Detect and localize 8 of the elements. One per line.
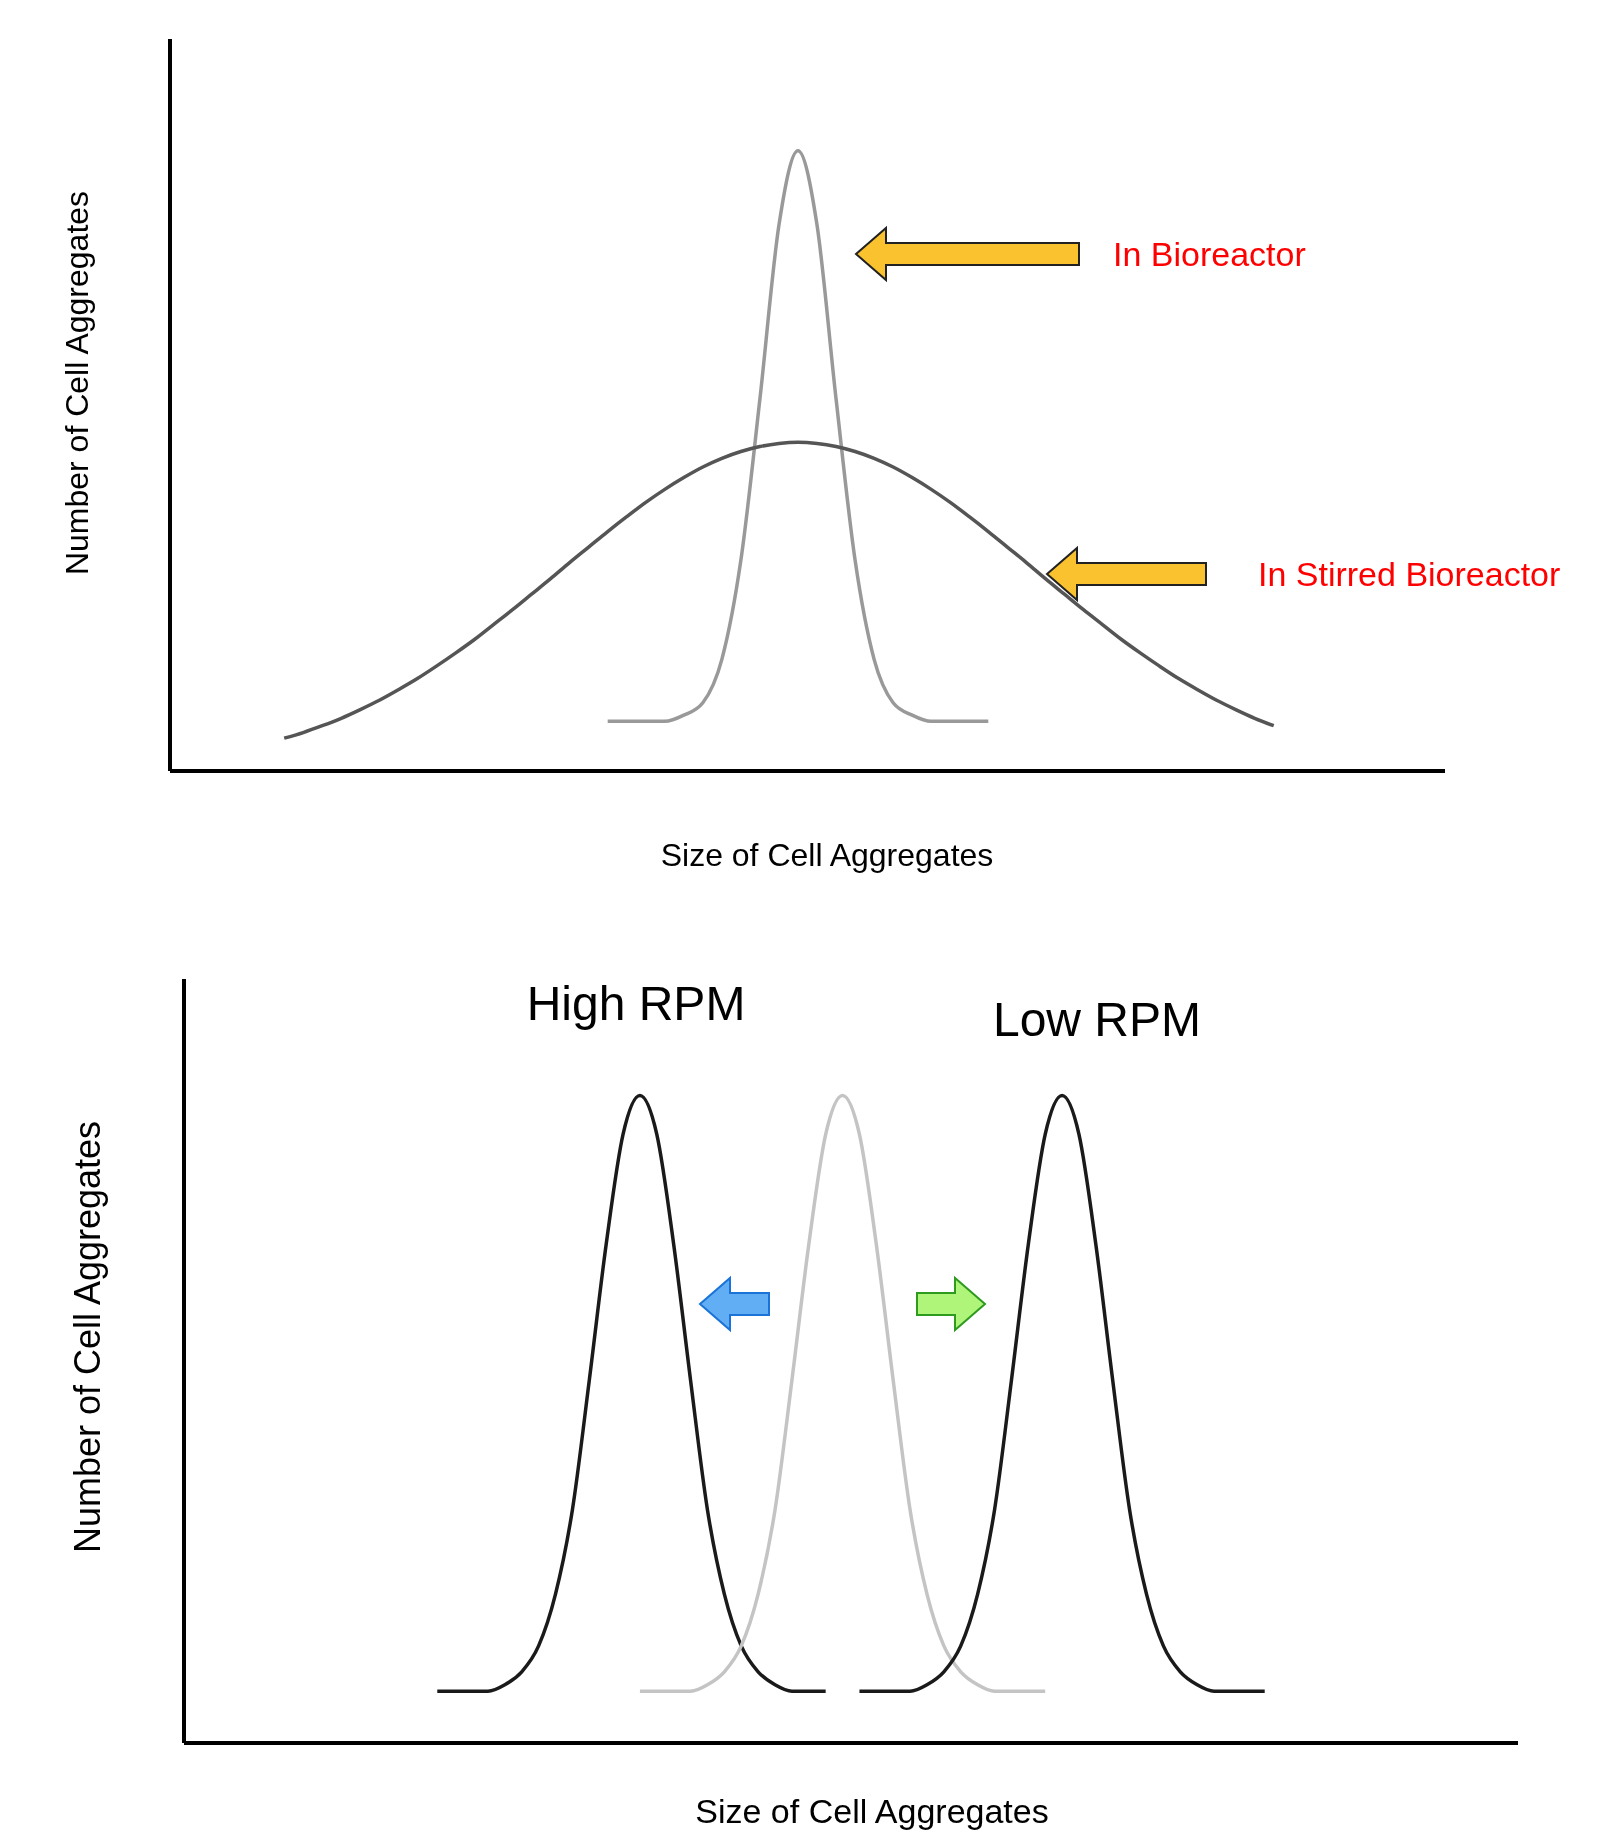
x-axis-title: Size of Cell Aggregates: [660, 837, 994, 873]
y-axis-title: Number of Cell Aggregates: [59, 190, 95, 576]
text: In Bioreactor: [1113, 235, 1306, 273]
text: In Stirred Bioreactor: [1258, 555, 1561, 593]
series-label: High RPM: [526, 977, 746, 1030]
y-axis-title: Number of Cell Aggregates: [67, 1120, 108, 1554]
x-axis-title: Size of Cell Aggregates: [695, 1792, 1049, 1830]
series-label: Low RPM: [992, 993, 1202, 1046]
